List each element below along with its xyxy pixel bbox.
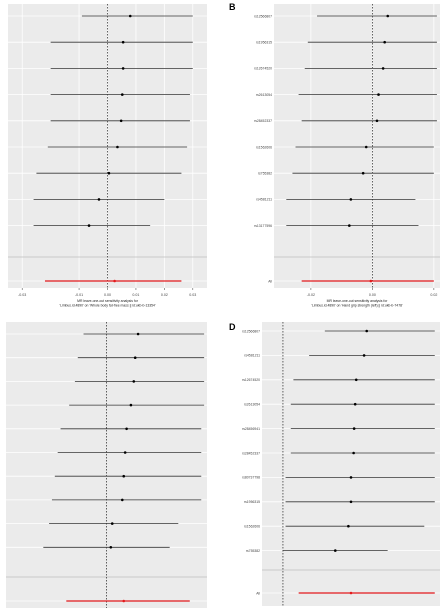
point-d-2 <box>354 378 358 382</box>
point-b-3 <box>377 93 380 96</box>
point-b-5 <box>364 145 368 149</box>
snp-label-d-5: rs28452337 <box>242 451 260 455</box>
snp-label-d-7: rs1956315 <box>244 500 260 504</box>
summary-point-c <box>122 599 126 603</box>
summary-label-d: All <box>256 591 260 595</box>
x-axis-title-a-1: 'Limbus.id.4890' on 'Whole body fat-free… <box>59 304 155 308</box>
forest-plot-c <box>6 322 207 608</box>
point-b-1 <box>383 40 386 44</box>
point-b-7 <box>349 198 353 201</box>
summary-point-b <box>369 279 373 283</box>
forest-plot-d: rs12566807 rs4581211 rs12674520 rs2613054 rs… <box>242 322 440 606</box>
summary-label-b: All <box>268 279 272 283</box>
snp-label-d-0: rs12566807 <box>242 329 260 333</box>
panel-b: B rs12566807 rs1956315 rs12674520 rs2613054… <box>226 0 444 318</box>
point-d-3 <box>353 402 357 406</box>
snp-label-b-3: rs2613054 <box>256 93 272 97</box>
forest-plot-a: -0.03 -0.01 0.00 0.01 0.02 0.03 MR leave-one-o… <box>8 4 207 308</box>
point-c-1 <box>133 356 137 359</box>
summary-point-d <box>349 591 353 595</box>
x-tick-label-a-0: -0.03 <box>18 293 26 297</box>
point-c-7 <box>120 498 124 502</box>
point-c-9 <box>109 546 113 549</box>
x-tick-label-b-1: 0.00 <box>369 293 376 297</box>
x-tick-label-b-0: -0.02 <box>307 293 315 297</box>
point-a-5 <box>116 145 119 149</box>
x-tick-label-a-5: 0.03 <box>189 293 196 297</box>
forest-plot-b: rs12566807 rs1956315 rs12674520 rs2613054 rs… <box>254 4 440 308</box>
panel-letter-b: B <box>229 2 236 12</box>
point-c-0 <box>136 332 140 336</box>
point-b-0 <box>386 14 390 18</box>
snp-label-d-2: rs12674520 <box>242 378 260 382</box>
point-d-9 <box>333 549 337 552</box>
point-a-3 <box>120 93 124 96</box>
panel-a: -0.03 -0.01 0.00 0.01 0.02 0.03 MR leave-one-o… <box>0 0 212 318</box>
plot-background-d <box>262 322 440 606</box>
point-d-7 <box>349 500 353 504</box>
snp-label-d-9: rs755382 <box>246 549 260 553</box>
snp-label-b-7: rs4581211 <box>256 198 272 202</box>
point-d-8 <box>347 524 350 528</box>
x-tick-label-a-2: 0.00 <box>104 293 111 297</box>
snp-label-b-4: rs28452337 <box>254 119 272 123</box>
point-d-5 <box>352 451 355 455</box>
plot-background-b <box>274 4 440 288</box>
panel-letter-d: D <box>229 322 236 332</box>
snp-label-b-1: rs1956315 <box>256 41 272 45</box>
snp-label-b-5: rs1562606 <box>256 145 272 149</box>
point-a-1 <box>121 40 125 44</box>
point-b-2 <box>381 67 385 70</box>
point-c-3 <box>129 403 133 407</box>
point-c-4 <box>125 427 128 431</box>
panel-d: D rs12566807 rs4581211 rs12674520 rs2613054… <box>226 320 444 608</box>
point-d-1 <box>362 354 366 357</box>
snp-label-d-3: rs2613054 <box>244 403 260 407</box>
snp-label-d-6: rs80737798 <box>242 476 260 480</box>
snp-label-b-6: rs755382 <box>258 172 272 176</box>
point-a-4 <box>119 119 123 123</box>
x-tick-label-b-2: 0.02 <box>430 293 437 297</box>
point-c-2 <box>132 380 136 383</box>
summary-point-a <box>113 279 116 283</box>
point-b-6 <box>361 171 365 175</box>
point-b-4 <box>375 119 379 123</box>
point-b-8 <box>348 224 351 227</box>
x-tick-label-a-3: 0.01 <box>132 293 139 297</box>
x-axis-title-b-0: MR leave-one-out sensitivity analysis fo… <box>327 299 389 303</box>
snp-label-d-1: rs4581211 <box>244 354 260 358</box>
snp-label-d-4: rs28456941 <box>242 427 260 431</box>
point-a-7 <box>97 198 101 201</box>
point-d-6 <box>349 476 353 479</box>
snp-label-b-0: rs12566807 <box>254 14 272 18</box>
x-axis-title-a-0: MR leave-one-out sensitivity analysis fo… <box>77 299 139 303</box>
x-axis-title-b-1: 'Limbus.id.4890' on 'Hand grip strength … <box>311 304 403 308</box>
point-d-0 <box>365 329 369 333</box>
point-d-4 <box>352 427 356 430</box>
point-a-0 <box>128 14 132 18</box>
snp-label-d-8: rs1562606 <box>244 525 260 529</box>
snp-label-b-8: rs13177596 <box>254 224 272 228</box>
point-a-8 <box>87 224 91 227</box>
point-c-8 <box>110 522 114 525</box>
point-c-5 <box>123 451 127 454</box>
point-a-2 <box>121 67 125 70</box>
x-tick-label-a-4: 0.02 <box>161 293 168 297</box>
panel-c <box>0 320 212 608</box>
point-a-6 <box>107 171 111 175</box>
point-c-6 <box>122 474 126 478</box>
snp-label-b-2: rs12674520 <box>254 67 272 71</box>
x-tick-label-a-1: -0.01 <box>75 293 83 297</box>
